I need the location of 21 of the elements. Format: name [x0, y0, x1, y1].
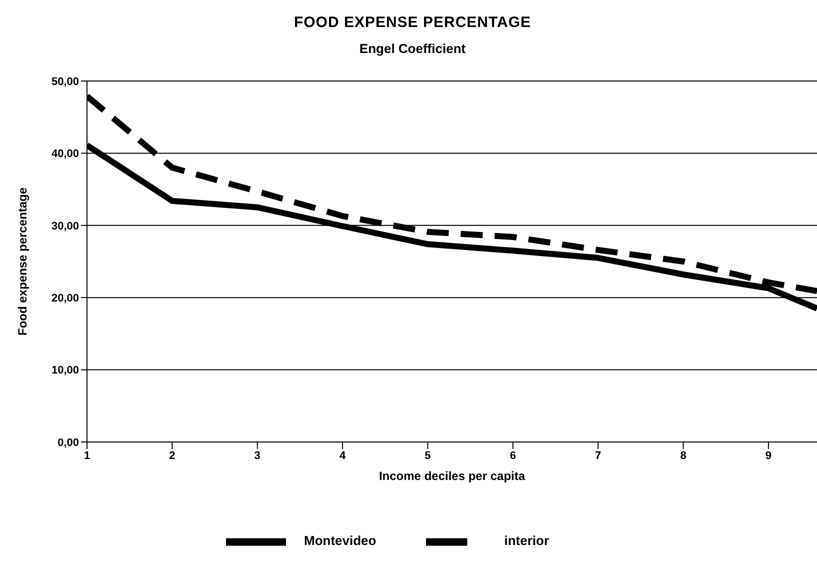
legend-label: Montevideo — [304, 533, 376, 548]
chart-title: FOOD EXPENSE PERCENTAGE — [292, 13, 532, 31]
x-tick-label: 5 — [424, 450, 431, 462]
y-tick-label: 20,00 — [51, 292, 79, 305]
x-tick-label: 7 — [595, 450, 602, 462]
x-tick-label: 3 — [254, 450, 260, 462]
y-tick-label: 0,00 — [58, 436, 79, 449]
chart-subtitle: Engel Coefficient — [358, 40, 467, 56]
y-tick-label: 50,00 — [51, 76, 79, 88]
x-tick-label: 9 — [765, 450, 772, 462]
x-tick-label: 8 — [680, 450, 686, 462]
x-axis-title: Income deciles per capita — [378, 469, 526, 483]
y-tick-label: 30,00 — [51, 220, 79, 232]
y-tick-label: 40,00 — [51, 148, 79, 160]
x-tick-label: 4 — [339, 450, 346, 462]
legend-label: interior — [504, 533, 550, 548]
x-tick-label: 1 — [84, 450, 90, 462]
y-axis-title: Food expense percentage — [15, 187, 30, 336]
x-tick-label: 6 — [510, 450, 516, 462]
x-tick-label: 2 — [169, 450, 176, 462]
y-tick-label: 10,00 — [51, 364, 79, 377]
